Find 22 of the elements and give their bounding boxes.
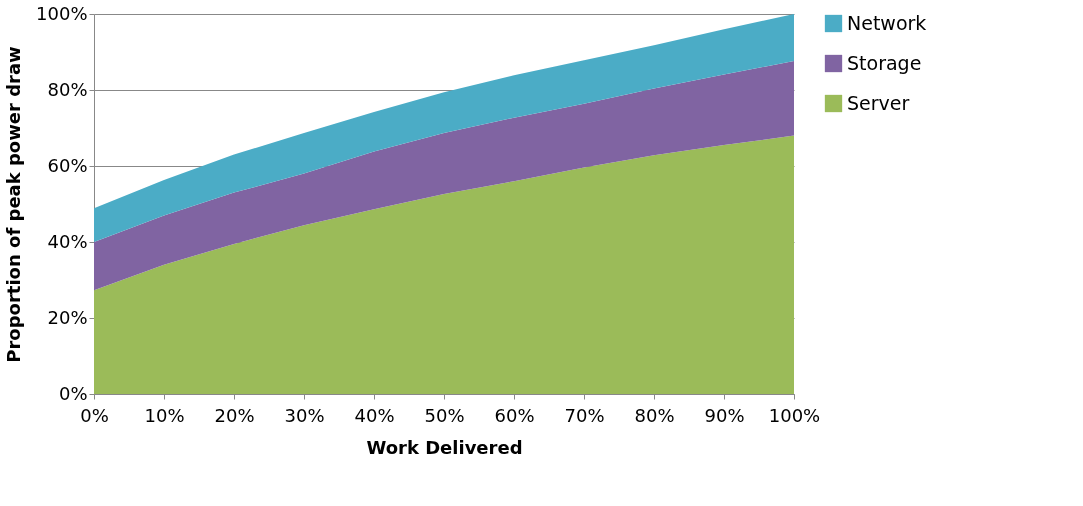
x-tick-label: 50% [424,404,465,426]
x-tick-label: 100% [768,404,821,426]
y-axis-title: Proportion of peak power draw [3,46,25,363]
y-tick-label: 100% [36,2,88,24]
x-tick-label: 40% [354,404,395,426]
x-tick-label: 90% [704,404,745,426]
y-tick-label: 80% [47,78,88,100]
legend-label: Server [847,91,910,114]
x-tick-label: 0% [80,404,109,426]
x-axis-title: Work Delivered [366,436,523,458]
y-tick-label: 40% [47,230,88,252]
y-tick-label: 20% [47,306,88,328]
x-tick-label: 10% [144,404,185,426]
x-tick-label: 20% [214,404,255,426]
y-tick-label: 0% [58,382,88,404]
legend-label: Storage [847,51,922,74]
y-tick-label: 60% [47,154,88,176]
x-tick-label: 60% [494,404,535,426]
x-tick-label: 30% [284,404,325,426]
legend-label: Network [847,11,927,34]
x-tick-label: 70% [564,404,605,426]
x-tick-label: 80% [634,404,675,426]
